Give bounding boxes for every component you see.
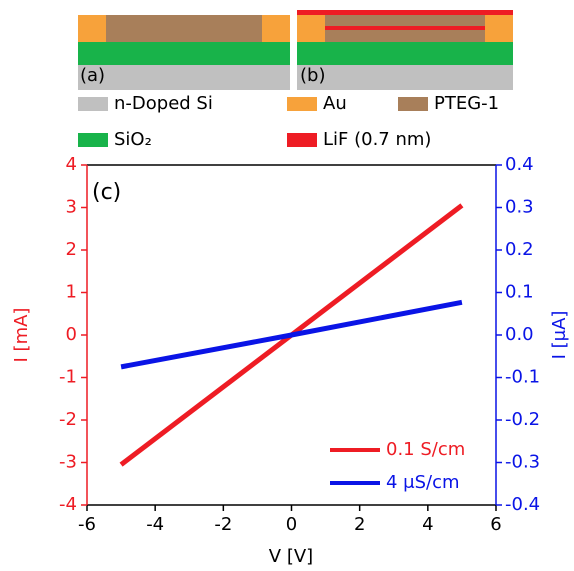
y2-tick-label: -0.4 — [505, 494, 540, 515]
y-tick-label: -4 — [59, 494, 77, 515]
y-tick-label: -1 — [59, 367, 77, 388]
x-tick-label: 6 — [490, 514, 501, 535]
legend-label: Au — [323, 93, 347, 114]
y2-tick-label: 0.0 — [505, 324, 534, 345]
y2-tick-label: 0.3 — [505, 197, 534, 218]
x-axis-title: V [V] — [269, 546, 313, 567]
legend-label: n-Doped Si — [114, 93, 213, 114]
legend-swatch — [287, 133, 317, 147]
legend-swatch — [78, 97, 108, 111]
x-tick-label: -4 — [146, 514, 164, 535]
y-tick-label: 1 — [66, 282, 77, 303]
y2-tick-label: -0.2 — [505, 409, 540, 430]
y2-tick-label: 0.4 — [505, 154, 534, 175]
legend-label: LiF (0.7 nm) — [323, 129, 431, 150]
annotation: (c) — [92, 180, 121, 205]
y-tick-label: 4 — [66, 154, 77, 175]
x-tick-label: 4 — [422, 514, 433, 535]
x-tick-label: -2 — [214, 514, 232, 535]
y2-tick-label: 0.1 — [505, 282, 534, 303]
y2-axis-title: I [μA] — [549, 311, 570, 360]
legend-label: SiO₂ — [114, 129, 152, 150]
series-line — [120, 299, 463, 370]
legend-swatch — [287, 97, 317, 111]
panel-label: (b) — [300, 65, 325, 86]
legend-label: 4 μS/cm — [386, 472, 460, 493]
schematic-a — [78, 15, 290, 90]
y2-tick-label: -0.1 — [505, 367, 540, 388]
legend-swatch — [398, 97, 428, 111]
x-tick-label: 2 — [354, 514, 365, 535]
y2-tick-label: 0.2 — [505, 239, 534, 260]
legend-label: PTEG-1 — [434, 93, 499, 114]
y-tick-label: -2 — [59, 409, 77, 430]
x-tick-label: 0 — [286, 514, 297, 535]
legend-swatch — [78, 133, 108, 147]
y-axis-title: I [mA] — [11, 308, 32, 363]
x-tick-label: -6 — [78, 514, 96, 535]
y2-tick-label: -0.3 — [505, 452, 540, 473]
y-tick-label: 0 — [66, 324, 77, 345]
panel-label: (a) — [80, 65, 105, 86]
y-tick-label: 2 — [66, 239, 77, 260]
schematic-b — [297, 10, 513, 90]
y-tick-label: 3 — [66, 197, 77, 218]
legend-label: 0.1 S/cm — [386, 439, 465, 460]
y-tick-label: -3 — [59, 452, 77, 473]
